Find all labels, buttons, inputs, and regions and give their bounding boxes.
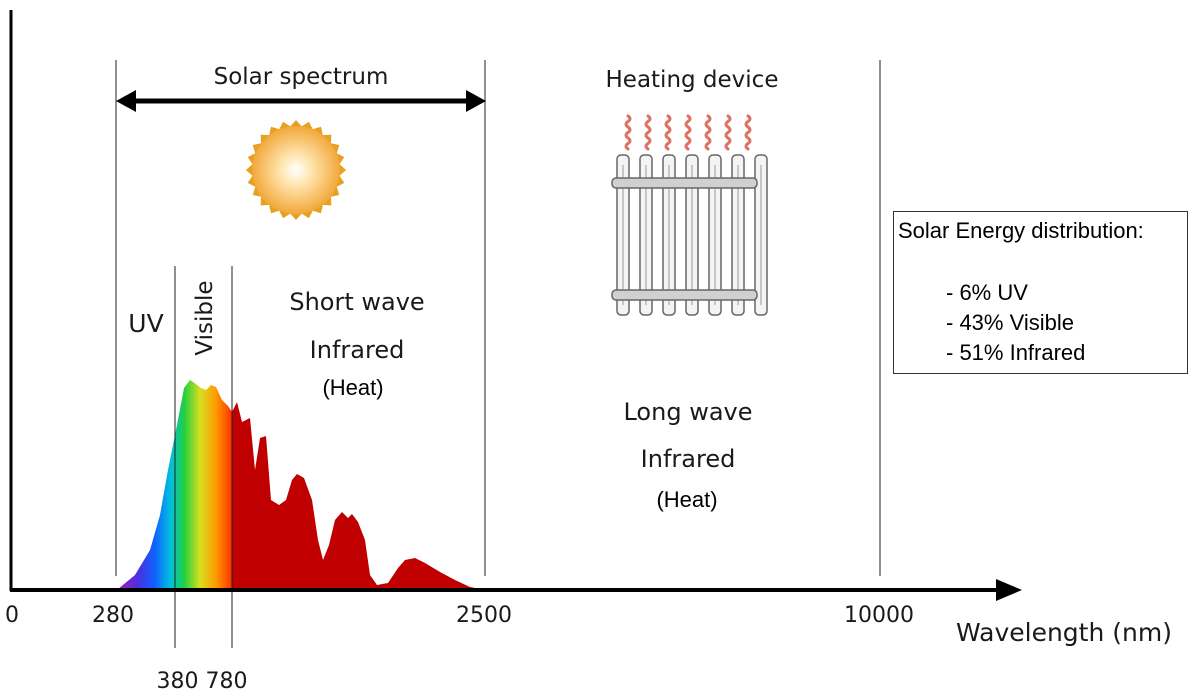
long-wave-heat-note: (Heat) xyxy=(656,487,717,512)
visible-label: Visible xyxy=(192,280,218,355)
uv-label: UV xyxy=(128,309,163,338)
legend-item-uv: - 6% UV xyxy=(946,280,1028,305)
energy-distribution-legend: Solar Energy distribution: - 6% UV - 43%… xyxy=(893,211,1188,374)
short-wave-heat-note: (Heat) xyxy=(322,375,383,400)
sun-icon xyxy=(246,120,346,220)
tick-label: 380 780 xyxy=(157,669,248,694)
long-wave-infrared-label: Infrared xyxy=(641,445,736,473)
tick-label: 2500 xyxy=(456,603,512,628)
solar-spectrum-title: Solar spectrum xyxy=(214,64,389,90)
heating-device-title: Heating device xyxy=(606,67,779,93)
infrared-band xyxy=(232,402,480,589)
tick-label: 10000 xyxy=(844,603,914,628)
legend-title: Solar Energy distribution: xyxy=(898,218,1144,243)
legend-item-infrared: - 51% Infrared xyxy=(946,340,1086,365)
tick-label: 280 xyxy=(92,603,134,628)
long-wave-label: Long wave xyxy=(623,398,752,426)
spectrum-curve xyxy=(118,380,480,589)
axes xyxy=(9,10,1022,601)
short-wave-infrared-label: Infrared xyxy=(310,336,405,364)
tick-label: 0 xyxy=(5,603,19,628)
x-axis-arrowhead xyxy=(996,579,1022,601)
region-dividers xyxy=(115,60,881,648)
short-wave-label: Short wave xyxy=(289,288,424,316)
legend-item-visible: - 43% Visible xyxy=(946,310,1074,335)
x-axis-label: Wavelength (nm) xyxy=(956,618,1172,647)
heat-waves-icon xyxy=(624,114,752,151)
radiator-icon xyxy=(611,154,768,316)
double-arrow-icon xyxy=(116,90,486,112)
